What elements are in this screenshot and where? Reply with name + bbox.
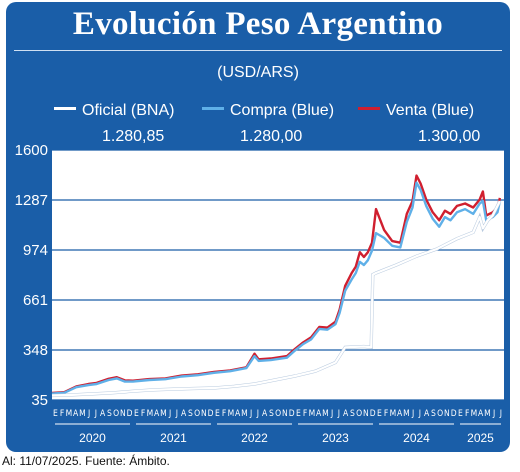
month-tick-label: O bbox=[113, 409, 119, 419]
month-tick-label: O bbox=[194, 409, 200, 419]
month-tick-label: E bbox=[458, 409, 463, 419]
month-tick-label: S bbox=[188, 409, 193, 419]
month-tick-label: M bbox=[241, 409, 248, 419]
month-tick-label: E bbox=[296, 409, 301, 419]
legend-compra: Compra (Blue) bbox=[202, 102, 334, 120]
compra-line bbox=[51, 181, 502, 395]
oficial-line bbox=[51, 200, 501, 397]
month-tick-label: D bbox=[208, 409, 214, 419]
month-tick-label: A bbox=[343, 409, 349, 419]
month-tick-label: A bbox=[262, 409, 268, 419]
month-tick-label: M bbox=[228, 409, 235, 419]
month-tick-label: D bbox=[451, 409, 457, 419]
month-tick-label: F bbox=[384, 409, 388, 419]
chart-subtitle: (USD/ARS) bbox=[217, 64, 299, 81]
year-label: 2020 bbox=[79, 431, 106, 445]
month-tick-label: M bbox=[471, 409, 478, 419]
month-tick-label: A bbox=[100, 409, 106, 419]
month-tick-label: M bbox=[160, 409, 167, 419]
y-tick-label: 974 bbox=[23, 242, 48, 259]
month-tick-label: N bbox=[120, 409, 126, 419]
month-tick-label: J bbox=[411, 409, 414, 419]
month-tick-label: S bbox=[431, 409, 436, 419]
month-tick-label: M bbox=[484, 409, 491, 419]
month-tick-label: A bbox=[73, 409, 79, 419]
month-tick-label: O bbox=[356, 409, 362, 419]
month-tick-label: J bbox=[330, 409, 333, 419]
month-tick-label: N bbox=[444, 409, 450, 419]
year-label: 2022 bbox=[241, 431, 268, 445]
month-tick-label: N bbox=[282, 409, 288, 419]
month-tick-label: S bbox=[269, 409, 274, 419]
year-label: 2024 bbox=[403, 431, 430, 445]
title-divider bbox=[14, 50, 502, 51]
legend-compra-value: 1.280,00 bbox=[240, 128, 303, 145]
month-tick-label: M bbox=[79, 409, 86, 419]
legend-compra-swatch bbox=[202, 107, 224, 111]
month-tick-label: S bbox=[107, 409, 112, 419]
month-tick-label: J bbox=[175, 409, 178, 419]
year-label: 2021 bbox=[160, 431, 187, 445]
month-tick-label: E bbox=[134, 409, 139, 419]
legend-venta: Venta (Blue) bbox=[358, 102, 474, 120]
month-tick-label: O bbox=[437, 409, 443, 419]
month-tick-label: F bbox=[141, 409, 145, 419]
chart-title: Evolución Peso Argentino bbox=[72, 6, 444, 42]
month-tick-label: M bbox=[66, 409, 73, 419]
month-tick-label: N bbox=[363, 409, 369, 419]
month-tick-label: S bbox=[350, 409, 355, 419]
year-label: 2023 bbox=[322, 431, 349, 445]
month-tick-label: F bbox=[222, 409, 226, 419]
legend-venta-swatch bbox=[358, 107, 380, 111]
month-tick-label: A bbox=[316, 409, 322, 419]
plot-area bbox=[52, 150, 504, 400]
month-tick-label: M bbox=[403, 409, 410, 419]
month-tick-label: J bbox=[94, 409, 97, 419]
month-tick-label: J bbox=[499, 409, 502, 419]
y-tick-label: 1287 bbox=[15, 192, 48, 209]
month-tick-label: J bbox=[492, 409, 495, 419]
legend-venta-value: 1.300,00 bbox=[418, 128, 481, 145]
legend-oficial-label: Oficial (BNA) bbox=[82, 102, 175, 119]
legend-venta-label: Venta (Blue) bbox=[386, 102, 475, 119]
month-tick-label: F bbox=[60, 409, 64, 419]
source-note: Al: 11/07/2025. Fuente: Ámbito. bbox=[2, 454, 170, 468]
month-tick-label: A bbox=[235, 409, 241, 419]
month-tick-label: D bbox=[289, 409, 295, 419]
y-tick-label: 1600 bbox=[15, 142, 48, 159]
year-label: 2025 bbox=[467, 431, 494, 445]
month-tick-label: A bbox=[154, 409, 160, 419]
month-tick-label: F bbox=[465, 409, 469, 419]
month-tick-label: A bbox=[424, 409, 430, 419]
y-tick-label: 35 bbox=[31, 392, 48, 409]
month-tick-label: J bbox=[249, 409, 252, 419]
y-tick-label: 661 bbox=[23, 292, 48, 309]
month-tick-label: D bbox=[370, 409, 376, 419]
month-tick-label: J bbox=[256, 409, 259, 419]
month-tick-label: J bbox=[337, 409, 340, 419]
month-tick-label: J bbox=[87, 409, 90, 419]
month-tick-label: D bbox=[127, 409, 133, 419]
month-tick-label: M bbox=[322, 409, 329, 419]
month-tick-label: E bbox=[377, 409, 382, 419]
month-tick-label: F bbox=[303, 409, 307, 419]
legend-oficial: Oficial (BNA) bbox=[54, 102, 174, 120]
month-tick-label: M bbox=[309, 409, 316, 419]
legend-oficial-swatch bbox=[54, 107, 76, 111]
legend-compra-label: Compra (Blue) bbox=[230, 102, 335, 119]
y-tick-label: 348 bbox=[23, 342, 48, 359]
month-tick-label: J bbox=[168, 409, 171, 419]
month-tick-label: A bbox=[181, 409, 187, 419]
month-tick-label: J bbox=[418, 409, 421, 419]
month-tick-label: A bbox=[478, 409, 484, 419]
month-tick-label: O bbox=[275, 409, 281, 419]
month-tick-label: E bbox=[215, 409, 220, 419]
legend-oficial-value: 1.280,85 bbox=[102, 128, 165, 145]
month-tick-label: A bbox=[397, 409, 403, 419]
month-tick-label: N bbox=[201, 409, 207, 419]
month-tick-label: M bbox=[390, 409, 397, 419]
month-tick-label: M bbox=[147, 409, 154, 419]
month-tick-label: E bbox=[53, 409, 58, 419]
